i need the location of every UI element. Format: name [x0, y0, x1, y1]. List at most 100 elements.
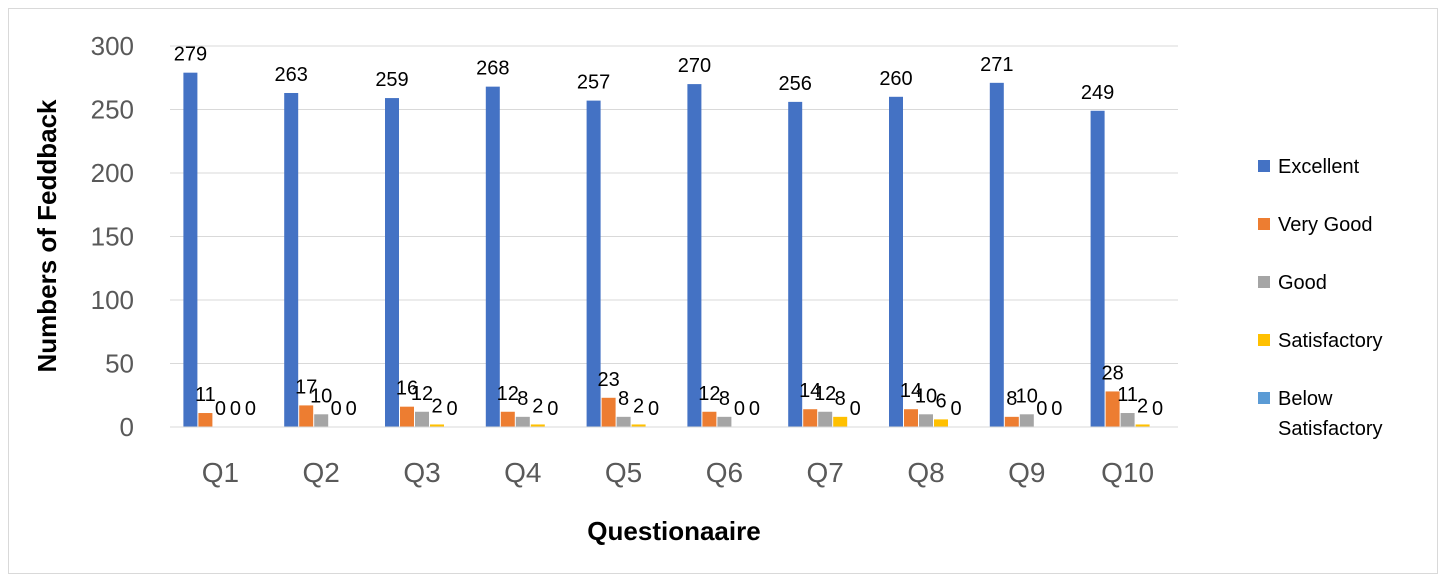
data-label: 8	[517, 388, 528, 410]
data-label: 11	[195, 384, 216, 406]
bar-very-good-q4	[500, 411, 515, 427]
data-label: 17	[295, 376, 317, 398]
bar-excellent-q9	[989, 82, 1004, 427]
bar-satisfactory-q3	[430, 424, 444, 427]
legend-label: Good	[1278, 272, 1327, 294]
x-tick-label: Q3	[403, 457, 440, 488]
data-label: 14	[900, 380, 922, 402]
bar-excellent-q3	[385, 98, 399, 427]
data-label: 12	[698, 383, 720, 405]
data-label: 0	[346, 398, 357, 420]
bar-satisfactory-q5	[631, 424, 646, 427]
bar-excellent-q10	[1090, 110, 1105, 428]
data-label: 12	[497, 383, 519, 405]
data-label: 0	[331, 398, 342, 420]
data-label: 268	[476, 58, 509, 80]
bar-very-good-q1	[198, 413, 213, 427]
data-label: 2	[633, 395, 644, 417]
data-label: 8	[835, 388, 846, 410]
bar-excellent-q8	[889, 96, 903, 428]
data-label: 14	[799, 380, 821, 402]
data-label: 249	[1081, 82, 1114, 104]
bar-excellent-q7	[788, 101, 803, 427]
data-label: 0	[950, 398, 961, 420]
bar-excellent-q2	[284, 92, 299, 428]
x-tick-label: Q6	[706, 457, 743, 488]
data-label: 0	[446, 398, 457, 420]
data-label: 23	[597, 369, 619, 391]
data-label: 259	[375, 69, 408, 91]
x-tick-label: Q5	[605, 457, 642, 488]
data-label: 0	[648, 398, 659, 420]
legend-label: Very Good	[1278, 214, 1373, 236]
data-label: 0	[850, 398, 861, 420]
data-label: 8	[719, 388, 730, 410]
legend-swatch	[1258, 218, 1270, 230]
legend-swatch	[1258, 276, 1270, 288]
bar-very-good-q3	[400, 406, 414, 427]
data-label: 28	[1101, 362, 1123, 384]
chart-frame	[8, 8, 1438, 574]
x-tick-label: Q10	[1101, 457, 1154, 488]
data-label: 0	[547, 398, 558, 420]
bar-very-good-q6	[702, 411, 717, 427]
bar-good-q6	[717, 416, 732, 427]
bar-good-q5	[616, 416, 631, 427]
bars	[183, 72, 1150, 428]
data-label: 16	[396, 378, 418, 400]
data-label: 6	[935, 390, 946, 412]
bar-excellent-q4	[485, 86, 500, 427]
data-label: 271	[980, 54, 1013, 76]
bar-excellent-q5	[586, 100, 601, 428]
data-label: 0	[1036, 398, 1047, 420]
data-label: 0	[1152, 398, 1163, 420]
data-label: 10	[915, 385, 937, 407]
y-axis-title: Numbers of Feddback	[32, 99, 62, 373]
legend-label: Satisfactory	[1278, 418, 1382, 440]
data-label: 0	[230, 398, 241, 420]
x-tick-label: Q8	[907, 457, 944, 488]
y-tick-label: 150	[91, 222, 134, 252]
data-label: 8	[618, 388, 629, 410]
data-label: 0	[1051, 398, 1062, 420]
data-label: 0	[245, 398, 256, 420]
bar-very-good-q9	[1004, 416, 1019, 427]
bar-satisfactory-q7	[833, 416, 848, 427]
legend-label: Satisfactory	[1278, 330, 1382, 352]
data-label: 8	[1006, 388, 1017, 410]
bar-very-good-q2	[299, 405, 314, 427]
bar-excellent-q1	[183, 72, 198, 428]
bar-good-q10	[1120, 413, 1135, 427]
y-tick-label: 300	[91, 31, 134, 61]
data-label: 0	[734, 398, 745, 420]
bar-satisfactory-q8	[934, 419, 948, 427]
legend-swatch	[1258, 392, 1270, 404]
data-label: 263	[275, 64, 308, 86]
legend-swatch	[1258, 160, 1270, 172]
x-tick-label: Q4	[504, 457, 541, 488]
bar-good-q4	[515, 416, 530, 427]
data-label: 12	[814, 383, 836, 405]
data-label: 10	[310, 385, 332, 407]
y-tick-label: 100	[91, 285, 134, 315]
bar-very-good-q5	[601, 397, 616, 427]
x-tick-label: Q7	[807, 457, 844, 488]
bar-very-good-q7	[803, 409, 818, 427]
x-tick-label: Q1	[202, 457, 239, 488]
data-label: 12	[411, 383, 433, 405]
legend: Excellent Very Good Good Satisfactory Below S…	[1258, 156, 1382, 440]
data-label: 270	[678, 55, 711, 77]
legend-swatch	[1258, 334, 1270, 346]
bar-good-q9	[1019, 414, 1034, 427]
y-tick-label: 50	[105, 349, 134, 379]
y-tick-label: 200	[91, 158, 134, 188]
bar-very-good-q10	[1105, 391, 1120, 427]
bar-satisfactory-q4	[530, 424, 545, 427]
bar-excellent-q6	[687, 84, 702, 427]
bar-good-q7	[818, 411, 833, 427]
legend-label: Excellent	[1278, 156, 1360, 178]
data-label: 256	[779, 73, 812, 95]
legend-label: Below	[1278, 388, 1333, 410]
